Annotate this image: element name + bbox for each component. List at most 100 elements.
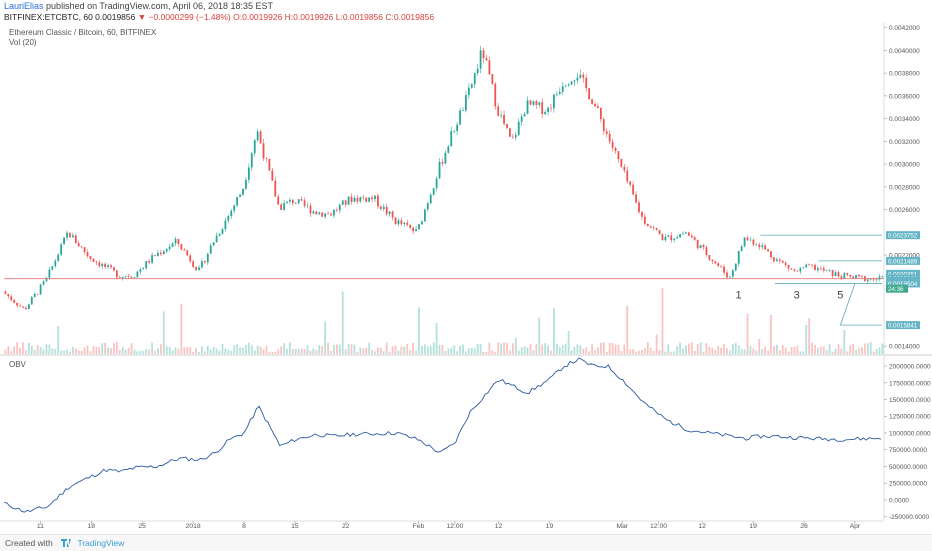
volume-bar — [764, 346, 767, 354]
volume-bar — [834, 348, 837, 354]
tradingview-brand[interactable]: TradingView — [77, 538, 125, 548]
volume-bar — [294, 348, 297, 354]
candle-body — [92, 258, 95, 262]
volume-bar — [394, 345, 397, 354]
volume-bar — [802, 351, 805, 354]
candle-body — [403, 222, 406, 225]
time-tick-label: 2018 — [186, 523, 201, 530]
candle-body — [855, 275, 857, 279]
volume-bar — [4, 349, 7, 354]
volume-bar — [423, 344, 426, 354]
candle-body — [702, 245, 705, 248]
candle-body — [602, 119, 605, 132]
time-tick-label: Mar — [616, 523, 628, 530]
volume-bar — [256, 345, 259, 354]
candle-body — [195, 266, 197, 271]
volume-bar — [165, 346, 168, 354]
candle-body — [623, 166, 626, 171]
price-label-box — [886, 256, 920, 265]
volume-bar — [497, 342, 500, 354]
volume-bar — [646, 342, 649, 354]
candle-body — [497, 106, 500, 116]
volume-bar — [382, 351, 385, 354]
volume-bar — [280, 346, 283, 354]
volume-bar — [359, 347, 362, 354]
last-price-box — [886, 284, 908, 293]
volume-bar — [391, 346, 394, 354]
candle-body — [236, 197, 239, 206]
volume-bar — [781, 345, 784, 354]
chart-canvas[interactable]: 1 3 5 0.0042000 0.0040000 0.0038000 0.0036000… — [0, 0, 932, 534]
candle-body — [121, 276, 124, 278]
volume-bar — [215, 348, 218, 354]
candle-body — [526, 100, 529, 114]
volume-bar — [814, 345, 816, 354]
candle-body — [289, 199, 291, 202]
obv-tick-label: 0.0000 — [889, 497, 909, 504]
volume-bar — [511, 343, 514, 354]
volume-bar — [467, 348, 470, 354]
candle-body — [608, 133, 611, 142]
candle-body — [529, 100, 532, 105]
candle-body — [685, 232, 687, 234]
volume-bar — [262, 349, 265, 354]
volume-bar — [878, 347, 881, 354]
main-pane-grid — [0, 22, 932, 522]
author-link[interactable]: LauriElias — [4, 1, 44, 11]
candle-body — [286, 201, 288, 204]
obv-tick-label: -250000.0000 — [889, 514, 930, 521]
volume-bar — [643, 348, 646, 354]
volume-bar — [233, 345, 236, 354]
candle-body — [353, 197, 356, 202]
candle-body — [230, 210, 233, 216]
volume-bar — [573, 346, 576, 354]
candle-body — [168, 246, 171, 250]
wave-label-3: 3 — [794, 289, 800, 301]
volume-bar — [268, 351, 271, 354]
obv-legend: OBV — [9, 360, 26, 369]
volume-bar — [734, 342, 737, 354]
volume-bar — [752, 348, 755, 354]
volume-bar — [306, 345, 309, 354]
candle-body — [796, 270, 799, 272]
candle-body — [784, 262, 787, 265]
volume-bar — [54, 348, 57, 354]
volume-bar — [541, 344, 544, 354]
volume-bar — [283, 343, 285, 354]
candle-body — [338, 204, 341, 211]
candle-body — [397, 220, 400, 225]
candle-body — [646, 223, 649, 227]
candle-body — [731, 270, 734, 277]
candle-body — [212, 242, 215, 246]
candle-body — [192, 261, 195, 267]
candle-body — [19, 305, 21, 307]
volume-bar — [767, 350, 769, 354]
time-tick-label: Apr — [850, 523, 861, 530]
volume-bar — [526, 347, 529, 354]
candle-body — [148, 260, 151, 263]
volume-bar — [588, 351, 591, 354]
volume-bar — [453, 345, 456, 354]
drawing-overlays: 1 3 5 — [4, 234, 884, 326]
volume-bar — [623, 344, 626, 354]
volume-bar — [582, 348, 585, 354]
candle-body — [69, 232, 71, 238]
volume-bar — [157, 348, 159, 354]
candle-body — [541, 102, 544, 115]
volume-bar — [705, 343, 708, 354]
volume-bar — [297, 348, 300, 354]
chart-header: LauriElias published on TradingView.com,… — [0, 0, 932, 22]
candle-body — [861, 276, 863, 277]
candle-body — [438, 161, 441, 179]
candle-body — [740, 246, 743, 252]
candle-body — [808, 264, 811, 266]
volume-bar — [221, 343, 224, 354]
volume-bar — [758, 339, 761, 354]
volume-bar — [861, 347, 863, 354]
candle-body — [714, 261, 717, 264]
created-with-text: Created with — [5, 538, 53, 548]
candle-body — [470, 84, 473, 88]
candle-body — [473, 73, 476, 85]
volume-bar — [843, 330, 846, 354]
candle-body — [670, 235, 673, 241]
